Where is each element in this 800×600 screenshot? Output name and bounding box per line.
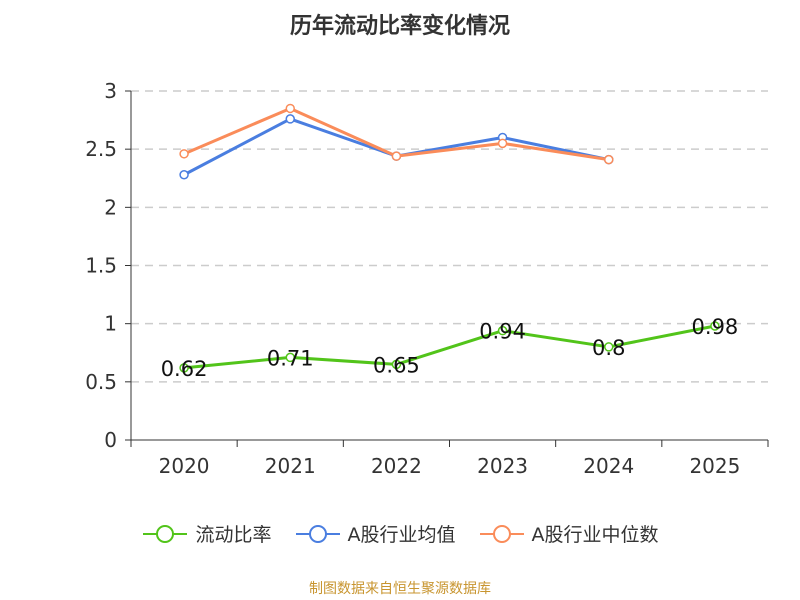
- data-point: [497, 138, 508, 149]
- series-line: [183, 324, 716, 370]
- data-label: 0.62: [161, 357, 208, 381]
- legend-label: A股行业中位数: [531, 524, 659, 546]
- data-point: [497, 325, 508, 336]
- y-tick-label: 2.5: [85, 137, 117, 161]
- data-point: [391, 359, 402, 370]
- data-point: [179, 170, 189, 180]
- source-note: 制图数据来自恒生聚源数据库: [309, 581, 491, 597]
- x-tick-label: 2025: [689, 454, 740, 478]
- legend-label: A股行业均值: [347, 524, 456, 546]
- y-tick-label: 2: [104, 195, 117, 219]
- data-label: 0.98: [692, 315, 739, 339]
- chart-title: 历年流动比率变化情况: [289, 14, 510, 39]
- x-tick-label: 2022: [371, 454, 422, 478]
- x-tick-label: 2023: [477, 454, 528, 478]
- x-tick-label: 2020: [159, 454, 210, 478]
- legend-label: 流动比率: [195, 524, 272, 546]
- y-tick-label: 1.5: [85, 254, 117, 278]
- y-tick-label: 3: [104, 79, 117, 103]
- data-point: [604, 342, 614, 352]
- legend-item-current-ratio[interactable]: 流动比率: [141, 520, 272, 547]
- data-point: [710, 321, 720, 331]
- data-point: [604, 154, 614, 165]
- data-point: [285, 114, 295, 124]
- legend: 流动比率 A股行业均值 A股行业中位数: [0, 520, 800, 547]
- data-label: 0.8: [592, 336, 625, 360]
- x-tick-label: 2021: [265, 454, 316, 478]
- legend-marker-icon: [295, 524, 340, 543]
- legend-marker-icon: [479, 524, 524, 543]
- legend-item-industry-median[interactable]: A股行业中位数: [478, 520, 659, 547]
- legend-item-industry-mean[interactable]: A股行业均值: [294, 520, 456, 547]
- data-point: [179, 149, 189, 159]
- y-tick-label: 1: [104, 312, 117, 336]
- x-tick-label: 2024: [583, 454, 634, 478]
- data-point: [285, 103, 295, 114]
- data-point: [179, 363, 189, 373]
- legend-marker-icon: [143, 524, 188, 543]
- data-label: 0.65: [373, 353, 420, 377]
- data-label: 0.71: [267, 346, 314, 370]
- data-point: [285, 352, 295, 363]
- y-tick-label: 0.5: [85, 370, 117, 394]
- data-point: [391, 151, 402, 161]
- y-tick-label: 0: [104, 428, 117, 452]
- data-label: 0.94: [479, 320, 526, 344]
